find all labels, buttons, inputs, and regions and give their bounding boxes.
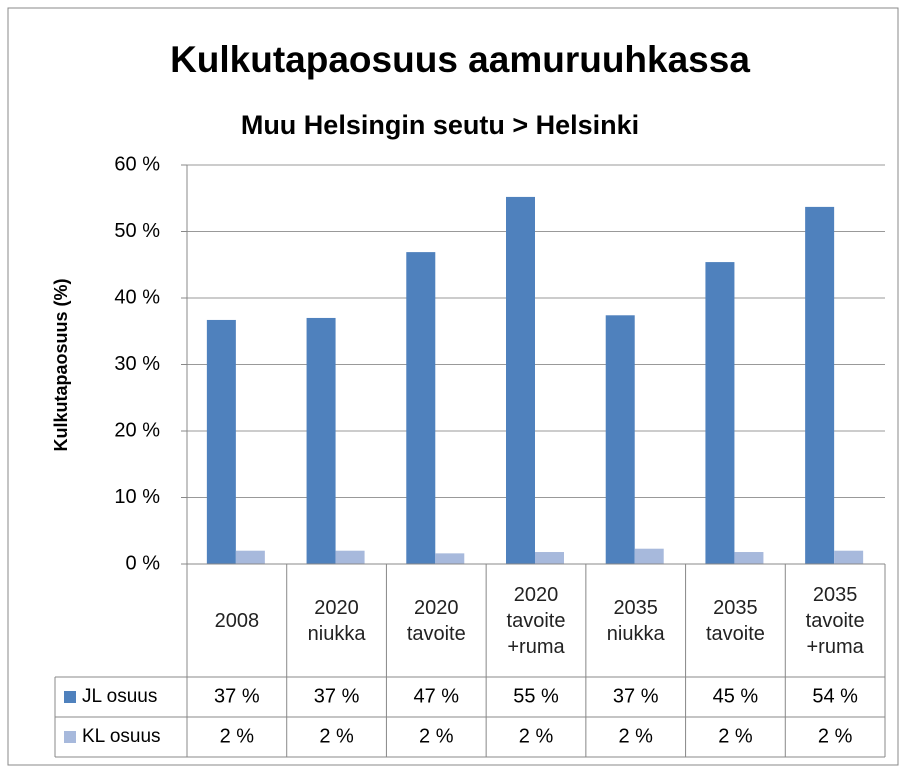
bar (634, 548, 664, 564)
x-tick-label-cell: 2035 tavoite +ruma (785, 564, 885, 677)
y-tick-label: 20 % (114, 419, 160, 441)
legend-key (64, 691, 76, 703)
bar (206, 319, 236, 564)
bar (306, 317, 336, 564)
legend-key (64, 731, 76, 743)
x-tick-label-cell: 2020 niukka (287, 564, 387, 677)
x-tick-label-cell: 2008 (187, 564, 287, 677)
legend-label: KL osuus (82, 726, 161, 747)
y-tick-label: 30 % (114, 353, 160, 375)
bar (805, 206, 835, 564)
chart-border (7, 7, 899, 766)
value-label: 54 % (812, 685, 858, 707)
bar (834, 550, 864, 564)
bar (506, 196, 535, 565)
bar (335, 550, 365, 564)
value-label: 2 % (818, 725, 853, 747)
y-tick-label: 10 % (114, 486, 160, 508)
value-label: 55 % (513, 685, 559, 707)
value-label: 2 % (519, 725, 554, 747)
x-tick-label: 2020 tavoite +ruma (506, 583, 566, 658)
y-tick-label: 40 % (114, 286, 160, 308)
y-tick-label: 60 % (114, 153, 160, 175)
x-tick-label: 2020 tavoite (406, 596, 466, 645)
x-tick-label: 2035 niukka (606, 596, 665, 645)
legend-label: JL osuus (82, 686, 157, 707)
value-label: 2 % (319, 725, 354, 747)
x-tick-label-cell: 2020 tavoite (386, 564, 486, 677)
chart-subtitle: Muu Helsingin seutu > Helsinki (241, 110, 639, 140)
chart-title: Kulkutapaosuus aamuruuhkassa (170, 39, 750, 80)
value-label: 47 % (413, 685, 459, 707)
y-tick-label: 0 % (126, 552, 161, 574)
value-label: 37 % (214, 685, 260, 707)
value-label: 2 % (220, 725, 255, 747)
value-label: 37 % (613, 685, 659, 707)
bar (435, 553, 465, 564)
value-label: 37 % (314, 685, 360, 707)
x-tick-label: 2020 niukka (307, 596, 366, 645)
bar (535, 552, 564, 564)
x-tick-label-cell: 2035 niukka (586, 564, 686, 677)
bar (705, 262, 735, 564)
y-axis-label: Kulkutapaosuus (%) (51, 278, 71, 451)
value-label: 2 % (718, 725, 753, 747)
y-tick-label: 50 % (114, 220, 160, 242)
bar (235, 550, 265, 564)
x-tick-label: 2008 (214, 609, 260, 632)
bar (605, 315, 635, 564)
x-tick-label: 2035 tavoite +ruma (805, 583, 865, 658)
value-label: 2 % (618, 725, 653, 747)
x-tick-label-cell: 2035 tavoite (686, 564, 786, 677)
bar (406, 252, 436, 565)
value-label: 2 % (419, 725, 454, 747)
x-tick-label-cell: 2020 tavoite +ruma (486, 564, 586, 677)
value-label: 45 % (713, 685, 759, 707)
bar (734, 552, 764, 564)
x-tick-label: 2035 tavoite (705, 596, 765, 645)
